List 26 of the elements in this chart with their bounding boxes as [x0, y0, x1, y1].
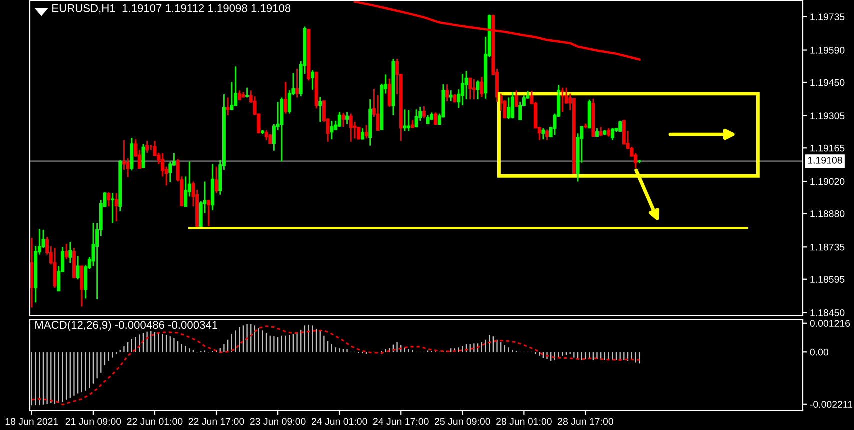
x-tick-label: 22 Jun 01:00 — [127, 418, 183, 426]
y-tick-label: 1.19590 — [810, 47, 845, 54]
x-tick-label: 23 Jun 09:00 — [250, 418, 306, 426]
y-tick-label: 1.19020 — [810, 178, 845, 186]
x-tick-label: 28 Jun 01:00 — [496, 418, 552, 426]
y-tick-label: 0.00 — [810, 348, 828, 356]
y-tick-label: 1.18595 — [810, 276, 845, 284]
y-tick-label: 1.19735 — [810, 14, 845, 21]
x-tick-label: 25 Jun 09:00 — [435, 418, 490, 426]
y-tick-label: 0.001216 — [810, 320, 850, 328]
x-tick-label: 22 Jun 17:00 — [188, 418, 244, 426]
x-tick-label: 28 Jun 17:00 — [558, 418, 614, 426]
x-tick-label: 24 Jun 17:00 — [374, 418, 429, 426]
x-tick-label: 18 Jun 2021 — [6, 418, 58, 426]
y-tick-label: 1.18735 — [810, 244, 845, 251]
y-tick-label: -0.002211 — [810, 401, 853, 408]
y-tick-label: 1.18450 — [810, 310, 845, 316]
chart-title: EURUSD,H1 1.19107 1.19112 1.19098 1.19108 — [52, 4, 291, 14]
y-tick-label: 1.18880 — [810, 210, 845, 218]
y-tick-label: 1.19165 — [810, 144, 845, 152]
y-tick-label: 1.19305 — [810, 112, 845, 120]
x-tick-label: 21 Jun 09:00 — [66, 418, 122, 426]
y-tick-label: 1.19450 — [810, 79, 845, 86]
x-tick-label: 24 Jun 01:00 — [312, 418, 368, 426]
ref-line-label: 1.19108 — [808, 156, 842, 164]
chart-title: MACD(12,26,9) -0.000486 -0.000341 — [36, 320, 218, 332]
